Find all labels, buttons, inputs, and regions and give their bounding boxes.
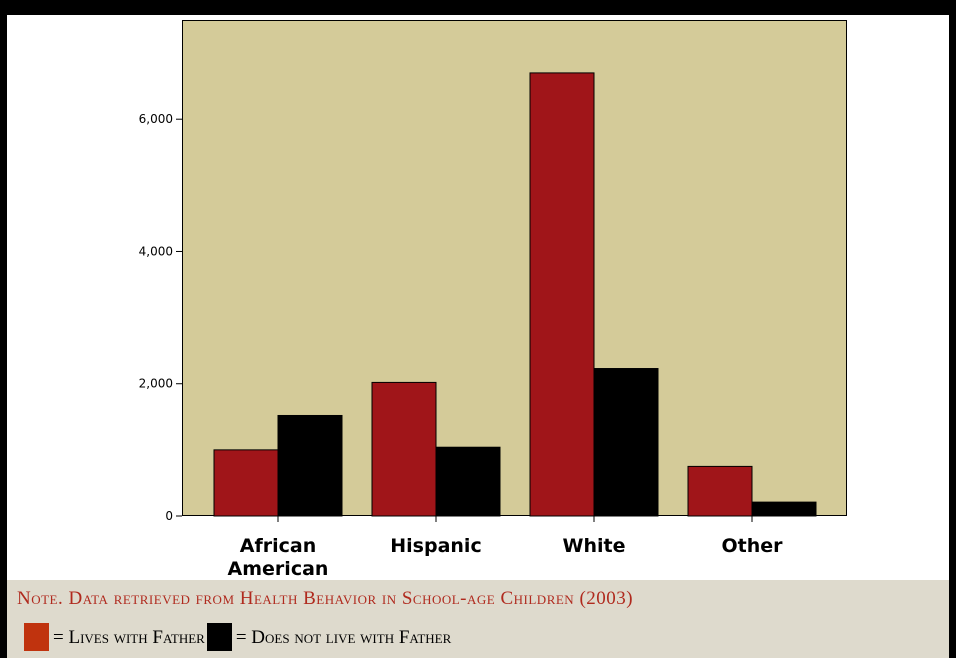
y-tick-label: 2,000 xyxy=(139,377,173,391)
legend: = Lives with Father = Does not live with… xyxy=(24,621,453,651)
y-tick-label: 0 xyxy=(165,509,173,523)
bar xyxy=(371,381,437,517)
x-tick-label: White xyxy=(563,535,626,557)
bar xyxy=(213,449,279,517)
x-tick-label: Hispanic xyxy=(390,535,481,557)
x-tick-label: African xyxy=(240,535,316,557)
y-tick-label: 4,000 xyxy=(139,244,173,258)
legend-label-does-not-live-with-father: = Does not live with Father xyxy=(235,627,452,648)
bar xyxy=(593,368,659,517)
bar xyxy=(751,501,817,517)
legend-swatch-lives-with-father xyxy=(24,623,49,651)
legend-swatch-does-not-live-with-father xyxy=(206,623,232,651)
bar xyxy=(277,414,343,517)
x-tick-label: Other xyxy=(721,535,783,557)
x-tick-label: American xyxy=(228,558,329,580)
legend-label-lives-with-father: = Lives with Father xyxy=(53,627,205,648)
y-tick-label: 6,000 xyxy=(139,112,173,126)
note-band: Note. Data retrieved from Health Behavio… xyxy=(7,580,949,658)
source-note: Note. Data retrieved from Health Behavio… xyxy=(17,588,634,609)
bar xyxy=(687,465,753,517)
bar xyxy=(529,72,595,517)
bar xyxy=(435,446,501,517)
